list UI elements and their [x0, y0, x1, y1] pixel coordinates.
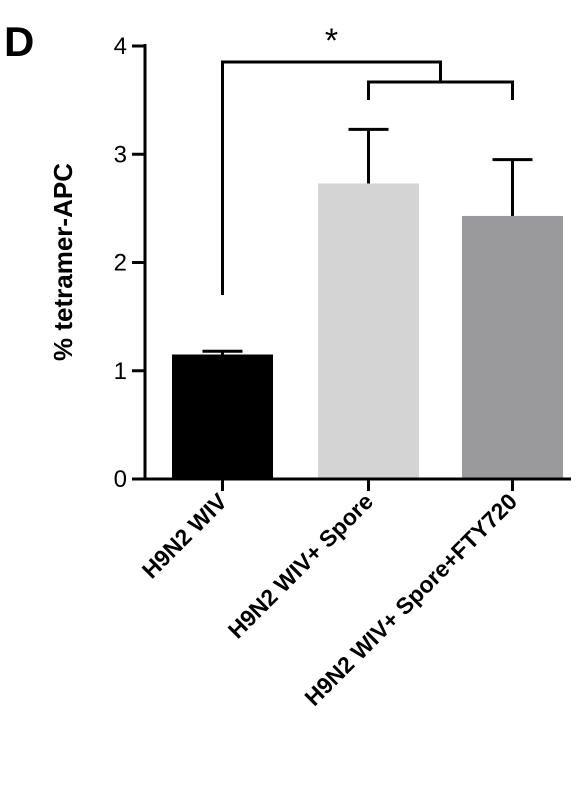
inner-bracket [367, 80, 514, 100]
y-axis-label: % tetramer-APC [48, 163, 78, 361]
error-bars [202, 127, 533, 355]
y-tick-label: 1 [114, 358, 127, 385]
x-tick-label: H9N2 WIV [137, 488, 233, 584]
bars [172, 183, 563, 480]
bar-3 [462, 215, 563, 479]
panel-label: D [4, 18, 34, 65]
bar-2 [318, 183, 419, 480]
y-tick-label: 3 [114, 141, 127, 168]
y-axis: 0 1 2 3 4 [114, 33, 147, 493]
bar-1 [172, 354, 273, 479]
x-tick-label: H9N2 WIV+ Spore [223, 488, 378, 643]
significance-brackets: * [221, 22, 514, 295]
y-tick-label: 2 [114, 250, 127, 277]
y-tick-label: 0 [114, 466, 127, 493]
outer-bracket [221, 60, 442, 295]
y-tick-label: 4 [114, 33, 127, 60]
significance-star: * [325, 22, 338, 60]
